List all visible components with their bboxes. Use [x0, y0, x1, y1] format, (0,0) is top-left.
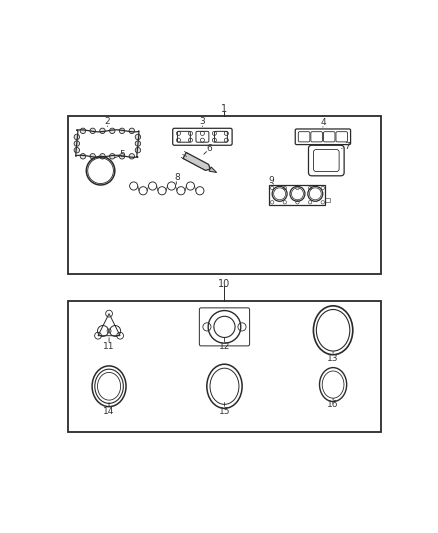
Text: 14: 14 — [103, 407, 115, 416]
Circle shape — [74, 148, 80, 153]
Bar — [269, 185, 325, 205]
Circle shape — [74, 134, 80, 140]
Text: 2: 2 — [105, 117, 110, 126]
Text: 4: 4 — [320, 118, 326, 127]
Polygon shape — [209, 167, 217, 173]
Circle shape — [80, 154, 86, 159]
Circle shape — [90, 154, 95, 159]
Text: 5: 5 — [120, 150, 126, 159]
Bar — [68, 116, 381, 274]
Circle shape — [110, 154, 115, 159]
Text: 13: 13 — [327, 353, 339, 362]
Circle shape — [135, 141, 141, 146]
Text: 9: 9 — [268, 176, 274, 185]
Circle shape — [80, 128, 86, 134]
Text: 15: 15 — [219, 407, 230, 416]
Text: 12: 12 — [219, 342, 230, 351]
Text: 7: 7 — [344, 142, 350, 151]
Text: 11: 11 — [103, 342, 115, 351]
Text: 16: 16 — [327, 400, 339, 409]
Circle shape — [74, 141, 80, 146]
Text: 8: 8 — [174, 173, 180, 182]
Circle shape — [129, 128, 134, 134]
Circle shape — [119, 128, 125, 134]
Circle shape — [90, 128, 95, 134]
Circle shape — [129, 154, 134, 159]
Circle shape — [100, 128, 105, 134]
Circle shape — [135, 134, 141, 140]
Text: 1: 1 — [222, 104, 227, 114]
Circle shape — [110, 128, 115, 134]
Bar — [68, 302, 381, 432]
Text: 10: 10 — [219, 279, 230, 289]
Bar — [325, 198, 329, 201]
Circle shape — [100, 154, 105, 159]
Circle shape — [119, 154, 125, 159]
Text: 3: 3 — [200, 117, 205, 126]
Polygon shape — [183, 152, 210, 171]
Circle shape — [135, 148, 141, 153]
Text: 6: 6 — [206, 144, 212, 153]
